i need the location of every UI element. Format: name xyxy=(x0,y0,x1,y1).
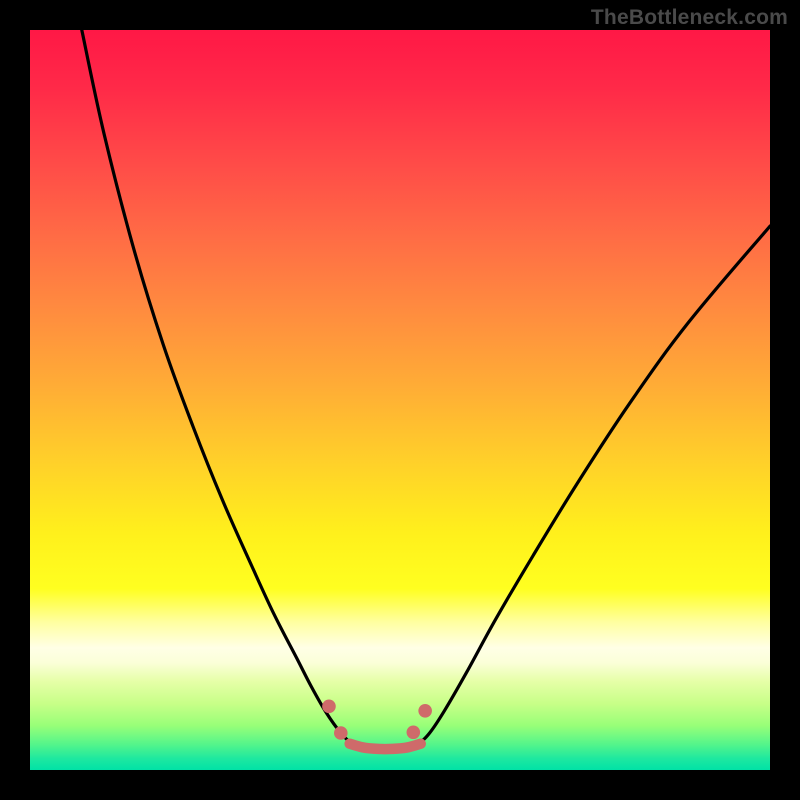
highlight-dot xyxy=(418,704,432,718)
highlight-segment xyxy=(350,744,421,749)
plot-area xyxy=(30,30,770,770)
highlight-dot xyxy=(322,700,336,714)
chart-frame: TheBottleneck.com xyxy=(0,0,800,800)
chart-svg xyxy=(30,30,770,770)
highlight-dot xyxy=(334,726,348,740)
gradient-background xyxy=(30,30,770,770)
highlight-dot xyxy=(407,725,421,739)
watermark-text: TheBottleneck.com xyxy=(591,6,788,30)
